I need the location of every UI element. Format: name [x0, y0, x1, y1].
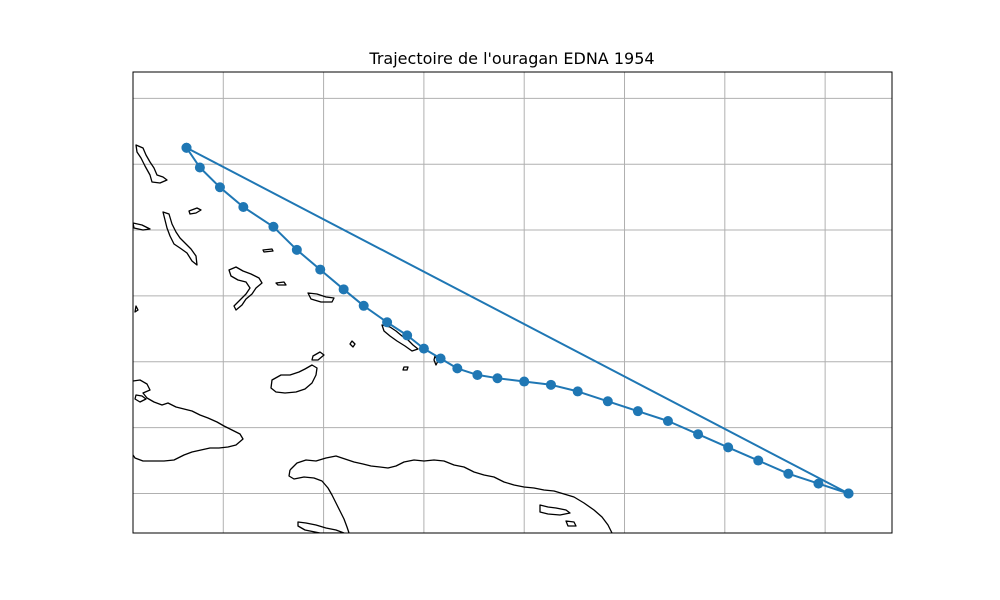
- coastline-cay-b: [134, 305, 139, 313]
- coastline-caicos: [307, 292, 335, 303]
- track-point: [382, 317, 393, 328]
- chart-title: Trajectoire de l'ouragan EDNA 1954: [368, 49, 654, 68]
- track-point: [338, 284, 349, 295]
- track-point: [358, 300, 369, 311]
- coastline-cuba-inner: [134, 394, 147, 403]
- track-point: [291, 244, 302, 255]
- coastline-andros: [162, 211, 198, 266]
- coastline-turks-d: [402, 366, 409, 371]
- track-point: [545, 379, 556, 390]
- coastline-gonave: [297, 521, 345, 533]
- track-line: [185, 146, 850, 495]
- coastline-turks-b: [349, 340, 356, 348]
- coastline-cuba-west-islet: [133, 222, 151, 231]
- track-point: [315, 264, 326, 275]
- track-point: [268, 221, 279, 232]
- track-point: [435, 353, 446, 364]
- coastline-inagua-main: [270, 364, 318, 394]
- coastline-turks-a: [381, 324, 419, 352]
- track-point: [214, 182, 225, 193]
- coastline-long-island: [262, 248, 274, 253]
- track-point: [572, 386, 583, 397]
- track-point: [783, 468, 794, 479]
- coastlines: [133, 144, 613, 533]
- track-point: [843, 488, 854, 499]
- gridlines: [133, 72, 892, 533]
- coastline-great-inagua: [311, 351, 325, 361]
- coastline-beata: [565, 520, 577, 527]
- coastline-great-inagua-west: [228, 266, 263, 311]
- track-point: [519, 376, 530, 387]
- track-point: [753, 455, 764, 466]
- coastline-saona: [539, 504, 571, 516]
- coastline-small-cay-a: [275, 281, 287, 286]
- track-point: [402, 330, 413, 341]
- track-point: [238, 202, 249, 213]
- track-point: [181, 142, 192, 153]
- coastline-florida-keys: [135, 144, 168, 184]
- hurricane-track: [181, 142, 854, 499]
- track-point: [492, 373, 503, 384]
- track-point: [693, 429, 704, 440]
- coastline-hispaniola-south: [288, 469, 350, 533]
- track-point: [194, 162, 205, 173]
- axes-frame: [132, 71, 893, 534]
- map-axes: [132, 71, 893, 534]
- track-point: [723, 442, 734, 453]
- coastline-new-providence: [188, 207, 202, 215]
- track-point: [418, 343, 429, 354]
- track-point: [662, 416, 673, 427]
- track-point: [813, 478, 824, 489]
- coastline-hispaniola: [289, 455, 613, 533]
- track-point: [472, 369, 483, 380]
- track-point: [452, 363, 463, 374]
- track-point: [632, 406, 643, 417]
- coastline-cuba: [133, 379, 244, 462]
- track-point: [602, 396, 613, 407]
